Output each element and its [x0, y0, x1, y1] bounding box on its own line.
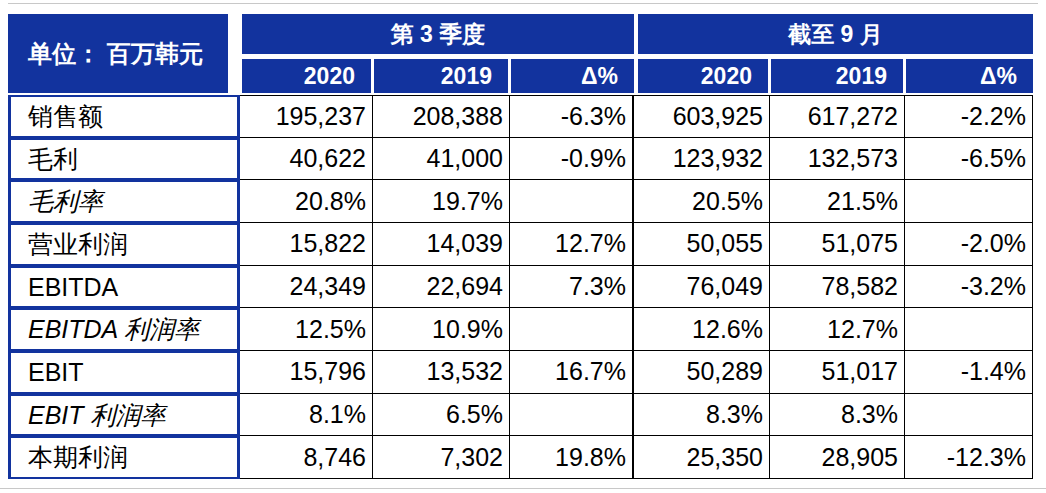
- row-label: EBITDA 利润率: [8, 308, 240, 351]
- row-label: EBIT 利润率: [8, 394, 240, 437]
- cell-value: 76,049: [634, 266, 770, 309]
- table-row: EBITDA 利润率 12.5% 10.9% 12.6% 12.7%: [8, 308, 1033, 351]
- table-row: EBITDA 24,349 22,694 7.3% 76,049 78,582 …: [8, 266, 1033, 309]
- cell-value: 12.7%: [770, 308, 905, 351]
- table-row: EBIT 15,796 13,532 16.7% 50,289 51,017 -…: [8, 351, 1033, 394]
- table-row: 本期利润 8,746 7,302 19.8% 25,350 28,905 -12…: [8, 436, 1033, 479]
- cell-value: 21.5%: [770, 180, 905, 223]
- cell-value: 8,746: [240, 436, 373, 479]
- cell-value: -0.9%: [510, 138, 634, 181]
- cell-value: 51,017: [770, 351, 905, 394]
- cell-value: [905, 394, 1033, 437]
- group-header-q3: 第 3 季度: [242, 14, 634, 54]
- cell-value: 25,350: [634, 436, 770, 479]
- cell-value: -6.5%: [905, 138, 1033, 181]
- top-divider-line: [8, 3, 1038, 4]
- row-label: 销售额: [8, 95, 240, 138]
- row-label: 本期利润: [8, 436, 240, 479]
- cell-value: 12.5%: [240, 308, 373, 351]
- cell-value: -2.0%: [905, 223, 1033, 266]
- cell-value: -2.2%: [905, 95, 1033, 138]
- cell-value: 51,075: [770, 223, 905, 266]
- cell-value: 19.7%: [373, 180, 510, 223]
- cell-value: 20.8%: [240, 180, 373, 223]
- cell-value: 10.9%: [373, 308, 510, 351]
- table-row: EBIT 利润率 8.1% 6.5% 8.3% 8.3%: [8, 394, 1033, 437]
- cell-value: 8.1%: [240, 394, 373, 437]
- cell-value: 28,905: [770, 436, 905, 479]
- cell-value: 24,349: [240, 266, 373, 309]
- row-label: 毛利: [8, 138, 240, 181]
- cell-value: 50,289: [634, 351, 770, 394]
- cell-value: [510, 308, 634, 351]
- cell-value: -1.4%: [905, 351, 1033, 394]
- cell-value: 8.3%: [770, 394, 905, 437]
- row-label: 毛利率: [8, 180, 240, 223]
- cell-value: 123,932: [634, 138, 770, 181]
- cell-value: 195,237: [240, 95, 373, 138]
- cell-value: 8.3%: [634, 394, 770, 437]
- cell-value: [905, 308, 1033, 351]
- cell-value: [905, 180, 1033, 223]
- cell-value: 15,796: [240, 351, 373, 394]
- row-label: 营业利润: [8, 223, 240, 266]
- cell-value: 50,055: [634, 223, 770, 266]
- cell-value: 7,302: [373, 436, 510, 479]
- cell-value: 7.3%: [510, 266, 634, 309]
- cell-value: 6.5%: [373, 394, 510, 437]
- cell-value: 208,388: [373, 95, 510, 138]
- subheader-ytd-2020: 2020: [638, 59, 768, 93]
- table-row: 营业利润 15,822 14,039 12.7% 50,055 51,075 -…: [8, 223, 1033, 266]
- table-body: 销售额 195,237 208,388 -6.3% 603,925 617,27…: [8, 95, 1033, 479]
- cell-value: 41,000: [373, 138, 510, 181]
- cell-value: 20.5%: [634, 180, 770, 223]
- unit-label: 单位： 百万韩元: [8, 14, 228, 93]
- cell-value: 78,582: [770, 266, 905, 309]
- table-row: 毛利率 20.8% 19.7% 20.5% 21.5%: [8, 180, 1033, 223]
- cell-value: 12.6%: [634, 308, 770, 351]
- subheader-q3-2019: 2019: [374, 59, 508, 93]
- cell-value: 132,573: [770, 138, 905, 181]
- cell-value: 13,532: [373, 351, 510, 394]
- row-label: EBITDA: [8, 266, 240, 309]
- cell-value: 16.7%: [510, 351, 634, 394]
- cell-value: 603,925: [634, 95, 770, 138]
- subheader-ytd-2019: 2019: [771, 59, 903, 93]
- row-label: EBIT: [8, 351, 240, 394]
- cell-value: -3.2%: [905, 266, 1033, 309]
- cell-value: -6.3%: [510, 95, 634, 138]
- cell-value: 617,272: [770, 95, 905, 138]
- cell-value: [510, 180, 634, 223]
- cell-value: 22,694: [373, 266, 510, 309]
- table-row: 销售额 195,237 208,388 -6.3% 603,925 617,27…: [8, 95, 1033, 138]
- table-row: 毛利 40,622 41,000 -0.9% 123,932 132,573 -…: [8, 138, 1033, 181]
- cell-value: [510, 394, 634, 437]
- cell-value: 15,822: [240, 223, 373, 266]
- subheader-ytd-delta-pct: Δ%: [906, 59, 1033, 93]
- group-header-ytd-september: 截至 9 月: [638, 14, 1033, 54]
- bottom-divider-line: [0, 488, 1046, 489]
- cell-value: 12.7%: [510, 223, 634, 266]
- cell-value: 19.8%: [510, 436, 634, 479]
- subheader-q3-2020: 2020: [242, 59, 371, 93]
- cell-value: -12.3%: [905, 436, 1033, 479]
- cell-value: 40,622: [240, 138, 373, 181]
- subheader-q3-delta-pct: Δ%: [511, 59, 634, 93]
- cell-value: 14,039: [373, 223, 510, 266]
